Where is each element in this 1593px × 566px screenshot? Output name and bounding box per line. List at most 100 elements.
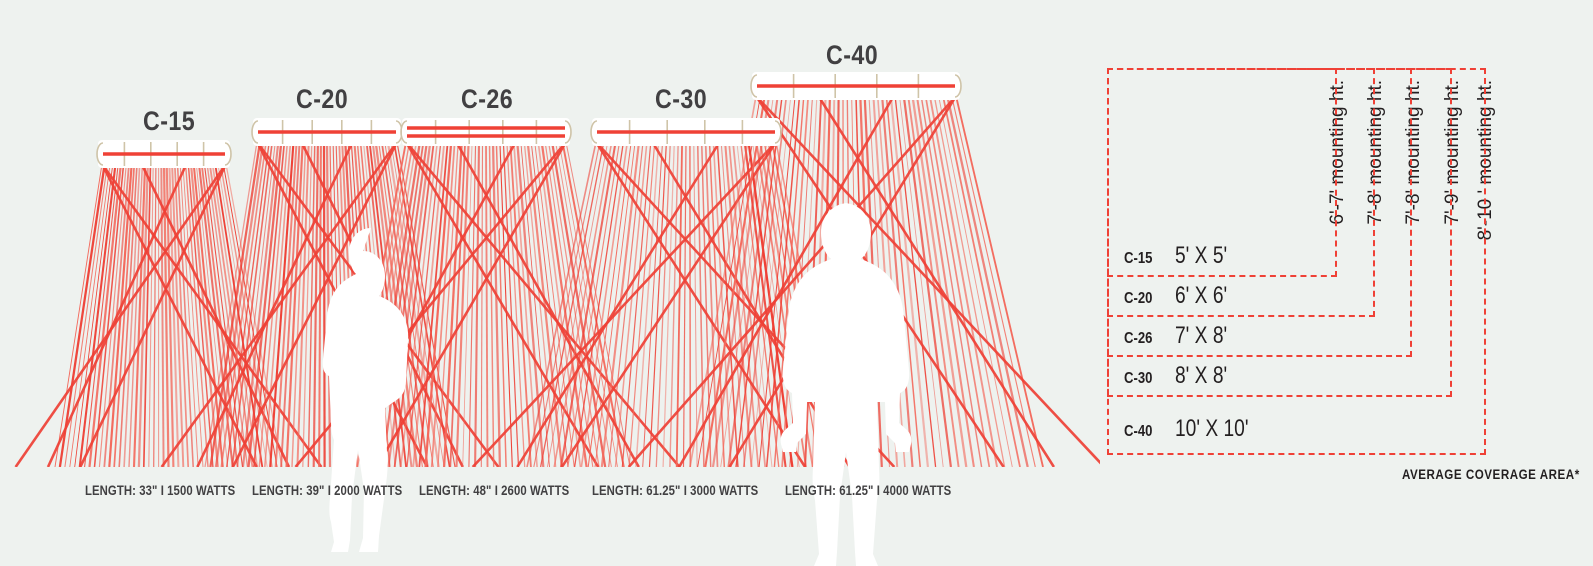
ray: [526, 141, 597, 467]
ray: [160, 163, 165, 467]
length-watts-label-c-30: LENGTH: 61.25" I 3000 WATTS: [592, 483, 759, 498]
heater-fixture-c-15: [96, 140, 232, 168]
ray: [547, 141, 600, 467]
ray: [567, 141, 621, 467]
heater-title-c-26: C-26: [461, 84, 514, 114]
ray: [387, 141, 432, 467]
ray: [165, 163, 175, 467]
ray: [171, 163, 185, 467]
ray: [269, 141, 295, 467]
ray: [924, 95, 991, 467]
ray: [635, 141, 660, 467]
ray: [437, 141, 459, 467]
ray: [765, 95, 801, 467]
ray: [474, 141, 481, 467]
fixture-end-cap: [590, 120, 598, 144]
ray: [512, 141, 538, 467]
ray: [669, 141, 679, 467]
infrared-ray-fans: [14, 95, 1100, 467]
ray: [689, 95, 757, 467]
ray: [889, 95, 929, 467]
heater-fixture-c-20: [251, 118, 403, 146]
ray: [291, 141, 307, 467]
ray-diagonal: [817, 95, 1055, 467]
heater-title-c-15: C-15: [143, 106, 196, 136]
ray: [955, 95, 1044, 467]
ray: [573, 141, 625, 467]
ray: [393, 141, 435, 467]
ray: [176, 163, 194, 467]
ray: [206, 163, 249, 467]
fixture-end-cap: [395, 120, 403, 144]
coverage-box-c-15: [1107, 68, 1337, 277]
ray: [173, 163, 190, 467]
ray: [928, 95, 998, 467]
ray: [318, 141, 322, 467]
length-watts-label-c-26: LENGTH: 48" I 2600 WATTS: [419, 483, 570, 498]
heater-fixture-c-40: [750, 72, 962, 100]
ray: [462, 141, 473, 467]
ray: [58, 163, 106, 467]
ray: [509, 141, 532, 467]
ray: [220, 141, 267, 467]
heater-title-c-30: C-30: [655, 84, 708, 114]
ray: [781, 95, 810, 467]
ray: [381, 141, 428, 467]
heater-fixture-c-26: [400, 118, 572, 146]
ray-diagonal: [14, 163, 228, 467]
ray: [74, 163, 114, 467]
ray: [247, 141, 283, 467]
ray: [530, 141, 569, 467]
ray: [78, 163, 117, 467]
fixture-end-cap: [564, 120, 572, 144]
ray: [69, 163, 111, 467]
ray: [704, 141, 719, 467]
fixture-housing: [402, 118, 570, 146]
ray: [938, 95, 1013, 467]
coverage-dimension-c-26: 7' X 8': [1175, 322, 1228, 349]
ray: [153, 163, 157, 467]
ray: [736, 141, 773, 467]
ray-diagonal: [100, 163, 258, 467]
heater-coverage-diagram: [14, 72, 1100, 566]
ray: [418, 141, 449, 467]
silhouette-person-right: [780, 203, 912, 566]
ray: [942, 95, 1021, 467]
ray-diagonal: [160, 141, 399, 467]
ray: [920, 95, 983, 467]
ray: [118, 163, 138, 467]
fixture-end-cap: [96, 142, 104, 166]
heater-title-c-40: C-40: [826, 40, 879, 70]
ray: [655, 141, 671, 467]
ray: [307, 141, 316, 467]
ray: [203, 163, 244, 467]
ray-diagonal: [140, 163, 291, 467]
ray: [565, 141, 631, 467]
ray: [546, 141, 609, 467]
coverage-dimension-c-30: 8' X 8': [1175, 362, 1228, 389]
ray: [374, 141, 419, 467]
ray: [209, 141, 262, 467]
ray-diagonal: [594, 141, 807, 467]
coverage-caption: AVERAGE COVERAGE AREA*: [1402, 467, 1580, 482]
ray: [93, 163, 125, 467]
ray: [491, 141, 502, 467]
ray: [88, 163, 122, 467]
length-watts-label-c-40: LENGTH: 61.25" I 4000 WATTS: [785, 483, 952, 498]
ray: [132, 163, 147, 467]
ray: [911, 95, 968, 467]
fixture-end-cap: [251, 120, 259, 144]
coverage-dimension-c-20: 6' X 6': [1175, 282, 1228, 309]
coverage-model-c-26: C-26: [1124, 330, 1153, 347]
ray: [540, 141, 588, 467]
silhouette-person-left: [322, 228, 409, 552]
ray: [285, 141, 304, 467]
ray-diagonal: [627, 95, 957, 467]
ray: [204, 141, 258, 467]
length-watts-label-c-15: LENGTH: 33" I 1500 WATTS: [85, 483, 236, 498]
ray: [258, 141, 289, 467]
ray: [54, 163, 103, 467]
ray: [727, 95, 779, 467]
ray: [720, 95, 774, 467]
ray: [296, 141, 310, 467]
